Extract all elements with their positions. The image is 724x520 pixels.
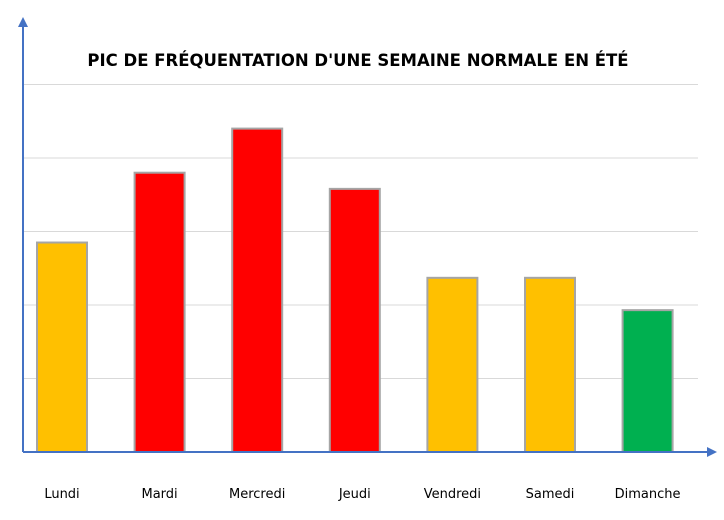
bar-dimanche xyxy=(621,309,674,453)
bar-lundi xyxy=(36,241,88,453)
bar-samedi xyxy=(524,276,576,453)
bars xyxy=(36,127,674,453)
category-label-vendredi: Vendredi xyxy=(424,487,481,502)
category-label-dimanche: Dimanche xyxy=(615,487,681,502)
category-label-mercredi: Mercredi xyxy=(229,487,285,502)
category-labels: Lundi Mardi Mercredi Jeudi Vendredi Samedi Dim… xyxy=(44,487,680,502)
chart-title: PIC DE FRÉQUENTATION D'UNE SEMAINE NORMA… xyxy=(87,51,628,70)
category-label-mardi: Mardi xyxy=(142,487,178,502)
axes xyxy=(18,17,717,457)
bar-vendredi xyxy=(426,276,479,453)
category-label-jeudi: Jeudi xyxy=(338,487,371,502)
bar-mardi xyxy=(133,171,186,453)
category-label-lundi: Lundi xyxy=(44,487,79,502)
bar-jeudi xyxy=(328,187,381,453)
bar-mercredi xyxy=(231,127,284,453)
category-label-samedi: Samedi xyxy=(526,487,575,502)
